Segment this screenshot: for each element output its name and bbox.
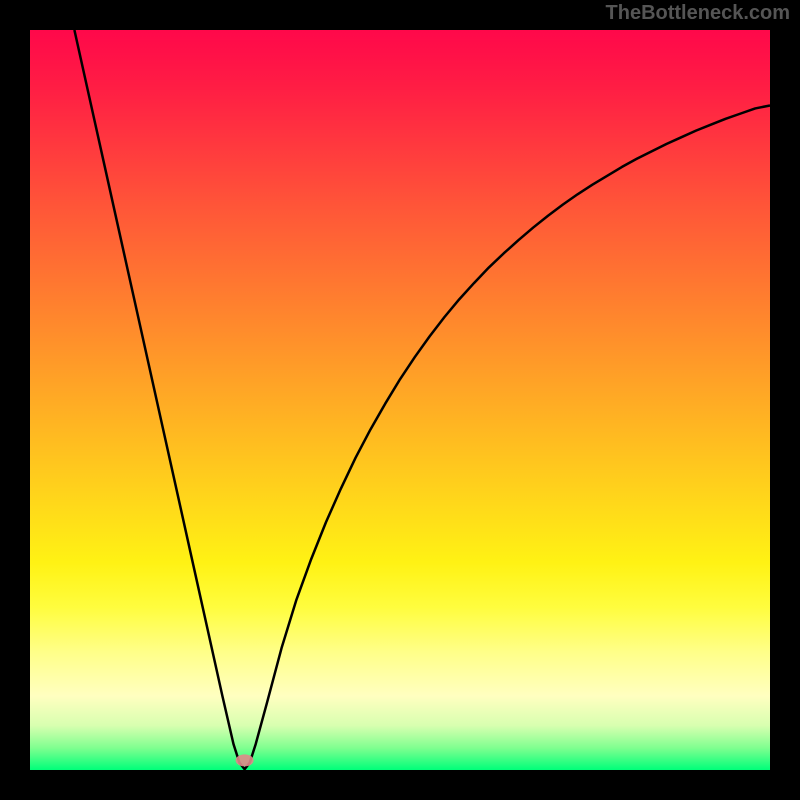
bottleneck-chart <box>0 0 800 800</box>
chart-container: TheBottleneck.com <box>0 0 800 800</box>
watermark-text: TheBottleneck.com <box>606 2 790 25</box>
chart-background <box>30 30 770 770</box>
optimal-marker <box>236 754 254 766</box>
